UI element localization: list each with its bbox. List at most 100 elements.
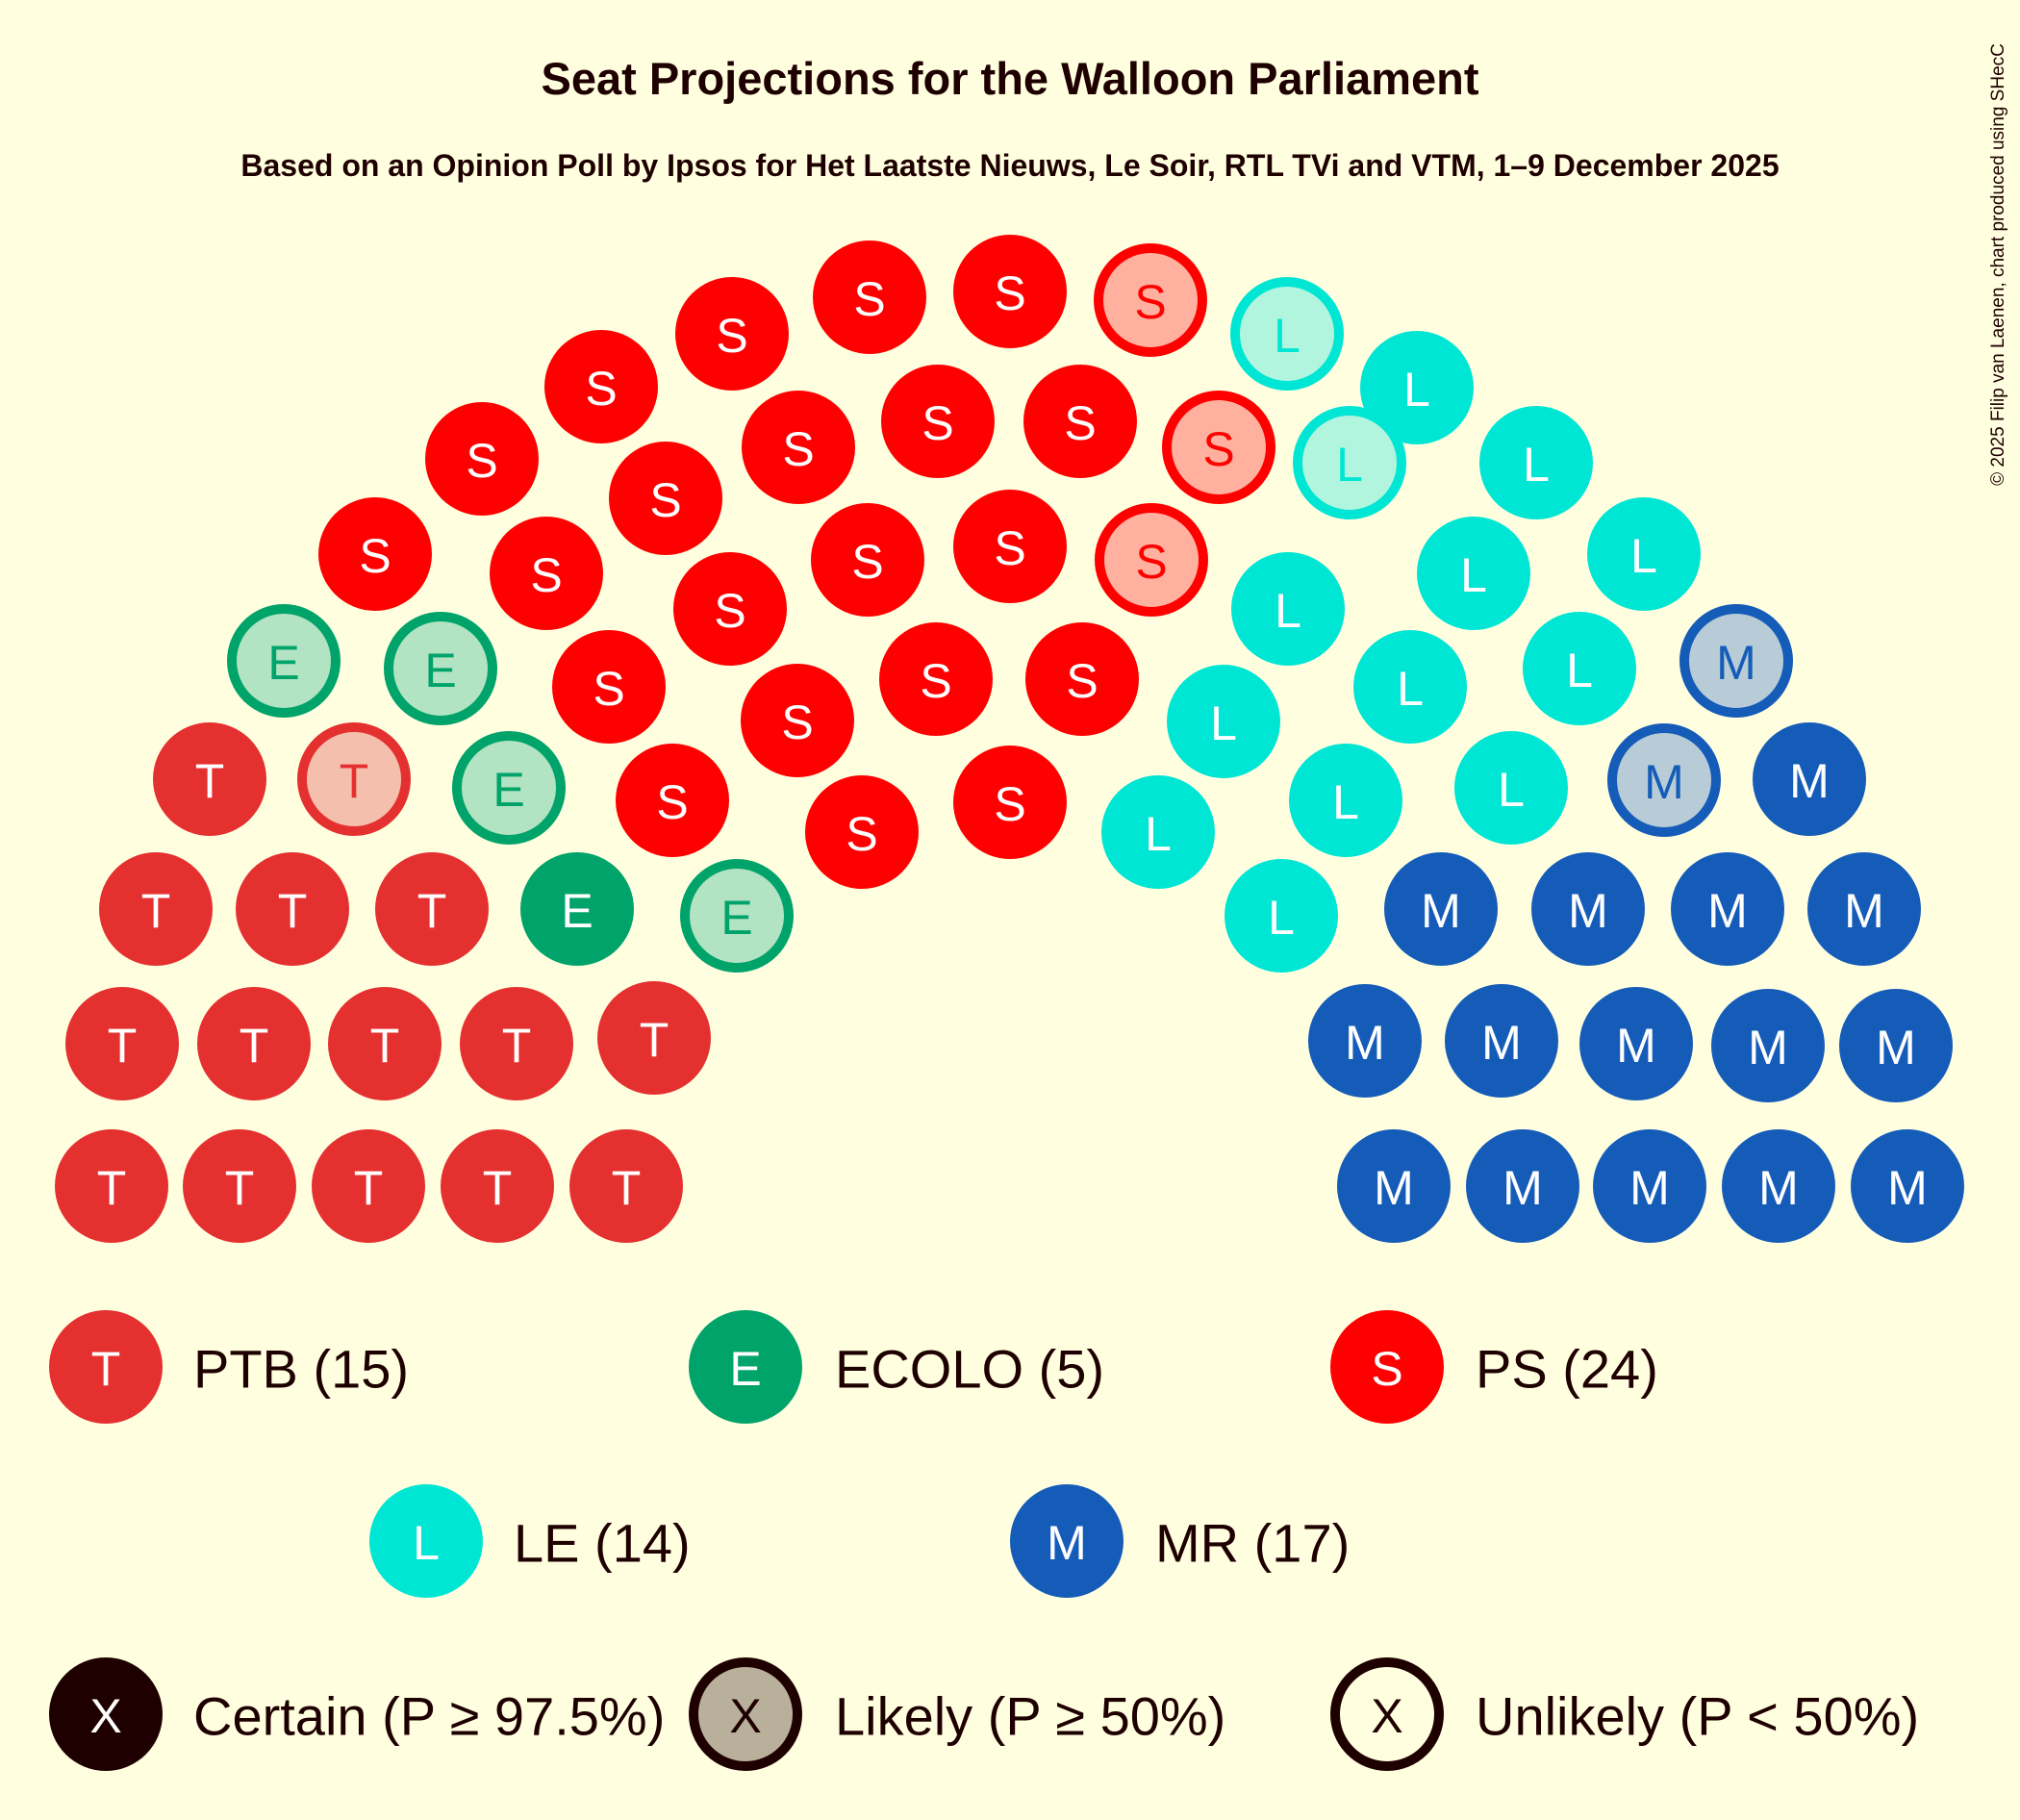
seat-circle <box>183 1129 296 1243</box>
seat-circle <box>1454 731 1568 845</box>
legend-item-ecolo: E ECOLO (5) <box>689 1310 1104 1424</box>
seat-circle <box>1671 852 1784 966</box>
seat-mr-certain: M <box>1466 1129 1579 1243</box>
seat-letter: M <box>1789 754 1830 808</box>
seat-mr-certain: M <box>1445 984 1558 1098</box>
seat-letter: M <box>1502 1161 1543 1215</box>
seat-ps-certain: S <box>609 442 722 555</box>
seat-circle <box>1289 744 1402 857</box>
seat-circle <box>1023 365 1137 478</box>
seat-letter: S <box>1135 535 1167 589</box>
legend-item-le: L LE (14) <box>369 1484 691 1598</box>
seat-mr-certain: M <box>1671 852 1784 966</box>
seat-circle <box>609 442 722 555</box>
seat-letter: S <box>1134 275 1166 329</box>
seat-circle <box>1094 243 1207 357</box>
seat-circle <box>328 987 442 1100</box>
seat-ps-certain: S <box>675 277 789 391</box>
seat-circle <box>236 852 349 966</box>
seat-letter: E <box>561 884 593 938</box>
legend-item-ps: S PS (24) <box>1330 1310 1658 1424</box>
seat-letter: M <box>1758 1161 1799 1215</box>
seat-circle <box>953 490 1067 603</box>
seat-circle <box>99 852 213 966</box>
seat-le-certain: L <box>1101 775 1215 889</box>
seat-letter: L <box>1397 662 1424 716</box>
seat-ps-certain: S <box>742 391 855 504</box>
seat-circle <box>552 630 666 744</box>
legend-swatch-letter: S <box>1371 1342 1402 1396</box>
seat-le-certain: L <box>1167 665 1280 778</box>
seat-circle <box>1466 1129 1579 1243</box>
seat-ecolo-unlikely: E <box>452 731 566 845</box>
seat-circle <box>879 622 993 736</box>
seat-circle <box>1593 1129 1706 1243</box>
seat-letter: S <box>853 272 885 326</box>
seat-letter: S <box>920 654 951 708</box>
seat-letter: L <box>1145 807 1172 861</box>
seat-letter: L <box>1274 309 1300 363</box>
seat-letter: S <box>649 473 681 527</box>
seat-ps-certain: S <box>318 497 432 611</box>
party-legend: T PTB (15) E ECOLO (5) S PS (24) L LE (14) M MR (… <box>49 1310 1658 1598</box>
seat-circle <box>1851 1129 1964 1243</box>
seat-circle <box>1587 497 1701 611</box>
seat-circle <box>1230 277 1344 391</box>
legend-label: MR (17) <box>1155 1513 1350 1574</box>
seat-letter: L <box>1566 644 1593 697</box>
seat-ps-certain: S <box>616 744 729 857</box>
seat-letter: S <box>781 695 813 749</box>
seat-ps-likely: S <box>1095 503 1208 617</box>
seat-letter: S <box>846 807 877 861</box>
legend-swatch <box>49 1657 163 1771</box>
seat-le-certain: L <box>1587 497 1701 611</box>
seat-ps-likely: S <box>1162 391 1275 504</box>
seat-circle <box>1225 859 1338 973</box>
seat-circle <box>318 497 432 611</box>
seat-letter: T <box>612 1161 642 1215</box>
seat-hemicycle: T T T T T T T T T T T T T T T E E E E E S S S S S S S S S S S S S S S S S S S S… <box>55 235 1964 1243</box>
seat-letter: M <box>1844 884 1884 938</box>
seat-circle <box>805 775 919 889</box>
seat-letter: S <box>359 529 391 583</box>
seat-circle <box>813 240 926 354</box>
seat-letter: T <box>225 1161 255 1215</box>
seat-ptb-certain: T <box>55 1129 168 1243</box>
seat-circle <box>680 859 794 973</box>
seat-mr-certain: M <box>1579 987 1693 1100</box>
seat-circle <box>297 722 411 836</box>
seat-ps-certain: S <box>490 517 603 630</box>
seat-circle <box>441 1129 554 1243</box>
seat-letter: T <box>370 1019 400 1073</box>
seat-le-certain: L <box>1289 744 1402 857</box>
seat-circle <box>312 1129 425 1243</box>
seat-letter: S <box>994 777 1025 831</box>
seat-mr-certain: M <box>1384 852 1498 966</box>
seat-mr-certain: M <box>1308 984 1422 1098</box>
seat-letter: S <box>782 422 814 476</box>
seat-le-certain: L <box>1479 406 1593 519</box>
seat-ps-likely: S <box>1094 243 1207 357</box>
seat-letter: S <box>530 548 562 602</box>
seat-ptb-certain: T <box>153 722 266 836</box>
seat-circle <box>1807 852 1921 966</box>
seat-letter: E <box>424 644 456 697</box>
seat-letter: S <box>593 662 624 716</box>
seat-ecolo-certain: E <box>520 852 634 966</box>
seat-circle <box>460 987 573 1100</box>
seat-mr-certain: M <box>1337 1129 1451 1243</box>
seat-ptb-certain: T <box>197 987 311 1100</box>
legend-item-ptb: T PTB (15) <box>49 1310 409 1424</box>
seat-letter: E <box>492 763 524 817</box>
seat-le-certain: L <box>1225 859 1338 973</box>
seat-circle <box>1531 852 1645 966</box>
seat-letter: S <box>1066 654 1098 708</box>
seat-circle <box>742 391 855 504</box>
seat-letter: L <box>1630 529 1657 583</box>
seat-ptb-certain: T <box>183 1129 296 1243</box>
seat-circle <box>1679 604 1793 718</box>
seat-letter: M <box>1481 1016 1522 1070</box>
legend-label: Certain (P ≥ 97.5%) <box>193 1686 665 1747</box>
seat-letter: M <box>1716 636 1756 690</box>
